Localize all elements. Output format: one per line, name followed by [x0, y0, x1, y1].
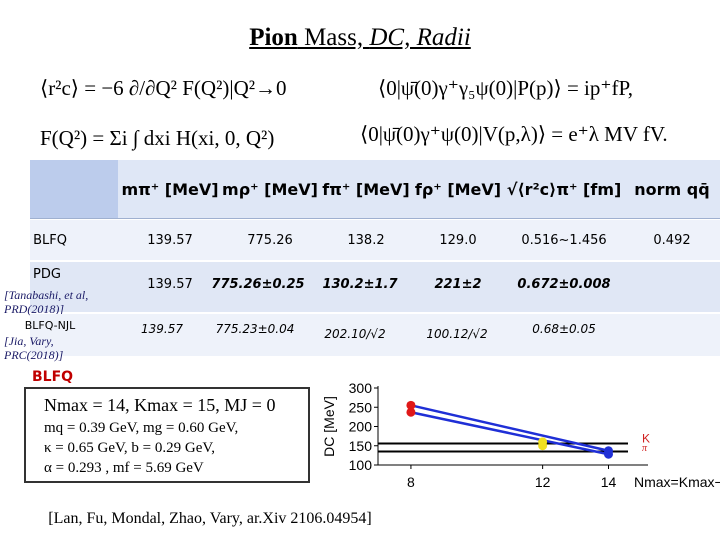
cell-pion-decay-constant: 202.10/√2	[324, 327, 386, 341]
slide-title: Pion Mass, DC, Radii	[0, 24, 720, 52]
row-citation: [Tanabashi, et al, PRD(2018)]	[4, 288, 89, 316]
table-header: mπ⁺ [MeV] mρ⁺ [MeV] fπ⁺ [MeV] fρ⁺ [MeV] …	[30, 160, 720, 219]
cell-rho-mass: 775.26±0.25	[211, 276, 305, 292]
cell-charge-radius: 0.68±0.05	[532, 322, 596, 336]
header-cell-norm: norm qq̄	[634, 179, 710, 199]
data-point	[538, 441, 548, 451]
cell-pion-mass: 139.57	[141, 322, 183, 336]
param-line: κ = 0.65 GeV, b = 0.29 GeV,	[44, 440, 216, 456]
header-cell-pion-mass: mπ⁺ [MeV]	[121, 179, 219, 199]
x-tick-label: 14	[601, 474, 617, 490]
header-cell-rho-decay-constant: fρ⁺ [MeV]	[414, 179, 502, 199]
title-italic: DC, Radii	[369, 24, 471, 51]
title-rest: Mass,	[297, 24, 370, 51]
cell-charge-radius: 0.516~1.456	[521, 232, 607, 248]
decay-constant-p-formula: ⟨0|ψ̄(0)γ⁺γ₅ψ(0)|P(p)⟩ = ip⁺fP,	[378, 76, 634, 100]
data-point	[406, 400, 416, 410]
dc-chart: 100 150 200 250 300 8 12 14 DC [MeV] Nmax=Kmax−1 K…	[321, 380, 720, 490]
form-factor-formula: F(Q²) = Σi ∫ dxi H(xi, 0, Q²)	[40, 126, 275, 150]
header-cell-rho-mass: mρ⁺ [MeV]	[222, 179, 318, 199]
series-line	[410, 411, 609, 456]
x-tick-label: 8	[407, 474, 415, 490]
param-line: α = 0.293 , mf = 5.69 GeV	[44, 460, 204, 476]
y-tick-label: 100	[349, 457, 373, 473]
cell-norm: 0.492	[653, 232, 691, 248]
blfq-label: BLFQ	[32, 369, 74, 385]
radius-formula: ⟨r²c⟩ = −6 ∂/∂Q² F(Q²)|Q²→0	[40, 76, 287, 100]
cell-norm	[624, 262, 720, 306]
cell-rho-mass: 775.26	[247, 232, 293, 248]
cell-pion-mass: 139.57	[147, 276, 193, 292]
param-line: mq = 0.39 GeV, mg = 0.60 GeV,	[44, 420, 239, 436]
y-tick-label: 150	[349, 438, 373, 454]
param-line: Nmax = 14, Kmax = 15, MJ = 0	[44, 395, 276, 415]
reference-citation: [Lan, Fu, Mondal, Zhao, Vary, ar.Xiv 210…	[48, 510, 372, 527]
cell-rho-mass: 775.23±0.04	[215, 322, 295, 336]
cell-pion-decay-constant: 130.2±1.7	[322, 276, 398, 292]
decay-constant-v-formula: ⟨0|ψ̄(0)γ⁺ψ(0)|V(p,λ)⟩ = e⁺λ MV fV.	[360, 122, 668, 146]
table-row: PDG [Tanabashi, et al, PRD(2018)] 139.57…	[4, 262, 720, 316]
title-bold: Pion	[249, 24, 298, 51]
cell-rho-decay-constant: 221±2	[434, 276, 482, 292]
row-label: BLFQ	[33, 232, 67, 248]
header-cell-empty	[30, 160, 118, 218]
cell-rho-decay-constant: 100.12/√2	[426, 327, 488, 341]
legend-label-k: K	[642, 432, 650, 446]
data-point	[406, 407, 416, 417]
row-label: BLFQ-NJL	[24, 318, 76, 332]
cell-pion-mass: 139.57	[147, 232, 193, 248]
cell-charge-radius: 0.672±0.008	[517, 276, 611, 292]
row-citation: [Jia, Vary, PRC(2018)]	[4, 334, 64, 362]
x-tick-label: 12	[535, 474, 551, 490]
parameter-box: Nmax = 14, Kmax = 15, MJ = 0 mq = 0.39 G…	[24, 387, 310, 483]
cell-pion-decay-constant: 138.2	[347, 232, 385, 248]
y-tick-label: 200	[349, 419, 373, 435]
legend-label-pi: π	[642, 443, 648, 454]
y-tick-label: 300	[349, 380, 373, 396]
cell-rho-decay-constant: 129.0	[439, 232, 477, 248]
table-row: BLFQ 139.57 775.26 138.2 129.0 0.516~1.4…	[30, 220, 720, 260]
row-label: PDG	[33, 266, 61, 282]
y-tick-label: 250	[349, 399, 373, 415]
header-cell-pion-decay-constant: fπ⁺ [MeV]	[322, 179, 410, 199]
series-line	[410, 404, 609, 452]
cell-norm	[624, 314, 720, 344]
x-axis-label: Nmax=Kmax−1	[634, 474, 720, 490]
y-axis-label: DC [MeV]	[321, 396, 337, 457]
data-point	[603, 449, 613, 459]
header-cell-charge-radius: √⟨r²c⟩π⁺ [fm]	[506, 179, 622, 199]
table-row: BLFQ-NJL [Jia, Vary, PRC(2018)] 139.57 7…	[4, 314, 720, 362]
